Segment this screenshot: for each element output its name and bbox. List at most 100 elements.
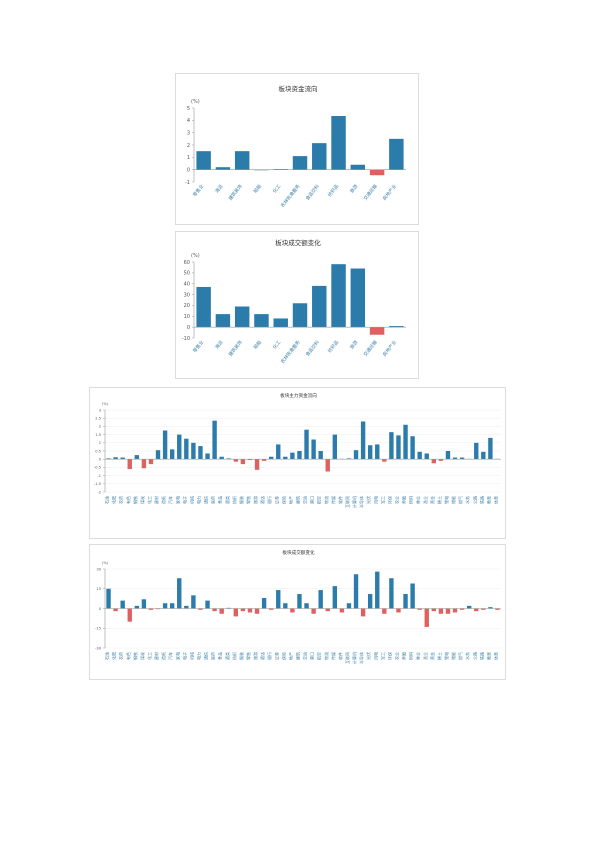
bar-公路: [474, 442, 479, 460]
bar-农药: [120, 600, 125, 609]
y-tick-label: 0: [99, 457, 102, 461]
x-tick-label: 零售业: [191, 183, 205, 198]
bar-零售: [247, 459, 253, 461]
x-tick-label: 铁路: [478, 652, 484, 660]
bar-银行: [268, 456, 274, 460]
bar-船舶: [254, 314, 269, 328]
x-tick-label: 建筑: [294, 652, 300, 660]
x-tick-label: 酒类: [224, 496, 230, 504]
x-tick-label: 化肥: [111, 496, 117, 504]
x-tick-label: 机械: [188, 496, 194, 504]
bar-证券: [276, 444, 281, 460]
bar-家电: [177, 434, 182, 460]
x-tick-label: 保险: [280, 496, 286, 504]
bar-建筑装饰: [234, 306, 250, 328]
y-tick-label: 3: [99, 408, 101, 412]
y-tick-label: 60: [184, 260, 190, 266]
x-tick-label: 体育: [492, 652, 498, 660]
x-tick-label: 银行: [266, 496, 272, 504]
x-tick-label: 建筑装饰: [227, 183, 244, 202]
bar-林业: [417, 451, 422, 460]
bar-交通运输: [369, 327, 385, 335]
y-tick-label: 0: [187, 325, 190, 331]
bar-纺织: [233, 459, 239, 462]
x-tick-label: 半导体: [358, 496, 364, 508]
x-tick-label: 通信: [203, 652, 209, 660]
x-tick-label: 建材: [153, 652, 159, 660]
x-tick-label: 石油: [104, 496, 110, 504]
x-tick-label: 酒店: [259, 652, 265, 660]
x-tick-label: 物流: [323, 496, 329, 504]
x-tick-label: 船舶: [252, 183, 263, 195]
bar-医药: [212, 420, 217, 460]
y-tick-label: -1: [185, 180, 190, 186]
x-tick-label: 农药: [118, 496, 124, 504]
bar-有色: [127, 459, 132, 470]
bar-电力: [198, 446, 203, 460]
x-tick-label: 旅游: [252, 652, 258, 660]
bar-证券: [276, 590, 281, 609]
x-tick-label: 风电: [372, 496, 378, 504]
bar-养殖: [403, 424, 408, 460]
x-tick-label: 黄金: [429, 496, 435, 504]
x-tick-label: 交通运输: [362, 339, 379, 358]
x-tick-label: 有色: [125, 652, 131, 660]
x-tick-label: 风电: [372, 652, 378, 660]
x-tick-label: 公路: [471, 652, 477, 660]
x-tick-label: 物流: [323, 652, 329, 660]
y-axis-unit: (%): [191, 99, 200, 105]
x-tick-label: 旅游: [348, 183, 359, 195]
x-tick-label: 食品饮料: [304, 183, 321, 202]
bar-软件: [339, 608, 345, 613]
x-tick-label: 储能: [450, 496, 456, 504]
x-tick-label: 半导体: [358, 652, 364, 664]
bar-计算机: [353, 450, 359, 460]
bar-农药: [120, 457, 125, 460]
bar-零售业: [196, 151, 211, 170]
y-tick-label: 1: [99, 441, 101, 445]
bar-稀土: [438, 459, 444, 461]
bar-教育: [488, 437, 493, 460]
bar-渔业: [424, 608, 429, 627]
bar-地产: [290, 608, 295, 613]
bar-建筑装饰: [234, 151, 250, 170]
y-tick-label: 0: [187, 167, 190, 173]
x-tick-label: 服装: [238, 496, 244, 504]
y-axis-unit: (%): [102, 561, 109, 565]
x-tick-label: 纺织品: [326, 339, 340, 354]
bar-锂电: [445, 608, 451, 614]
bar-旅游: [254, 459, 260, 470]
bar-交运: [304, 603, 309, 609]
x-tick-label: 汽车: [167, 652, 173, 660]
chart-title: 板块资金流向: [279, 84, 318, 93]
bar-食品饮料: [312, 285, 327, 328]
bar-锂电: [445, 451, 451, 460]
bar-风电: [375, 444, 380, 460]
bar-旅游: [254, 608, 260, 614]
x-tick-label: 煤炭: [139, 652, 145, 660]
bar-燃气: [459, 457, 465, 460]
x-tick-label: 教育: [485, 652, 491, 660]
bar-光伏: [367, 445, 373, 460]
x-tick-label: 黄金: [429, 652, 435, 660]
main-fund-flow-chart: 板块主力资金流向 (%) -2 -1.5 -1 -0.5 0 0.5 1 1.5 2 2.5 3 石油 化肥…: [94, 392, 501, 508]
bar-地产: [290, 452, 295, 460]
x-tick-label: 房地产业: [381, 183, 398, 202]
x-tick-label: 零售: [245, 652, 251, 660]
x-tick-label: 交运: [302, 652, 308, 660]
x-tick-label: 农药: [118, 652, 124, 660]
x-tick-label: 林业: [415, 652, 421, 660]
bar-储能: [452, 608, 458, 613]
bar-军工: [382, 459, 387, 462]
x-tick-label: 地产: [287, 652, 293, 660]
x-tick-label: 建筑: [294, 496, 300, 504]
bar-保险: [283, 603, 288, 609]
bar-互联网: [346, 458, 352, 460]
bar-煤炭: [141, 599, 147, 609]
y-tick-label: -1: [97, 474, 101, 478]
bar-饲料: [410, 583, 415, 609]
bar-化肥: [113, 608, 118, 612]
bar-服装: [240, 459, 246, 465]
x-tick-label: 交运: [302, 496, 308, 504]
bar-港口: [311, 439, 316, 460]
